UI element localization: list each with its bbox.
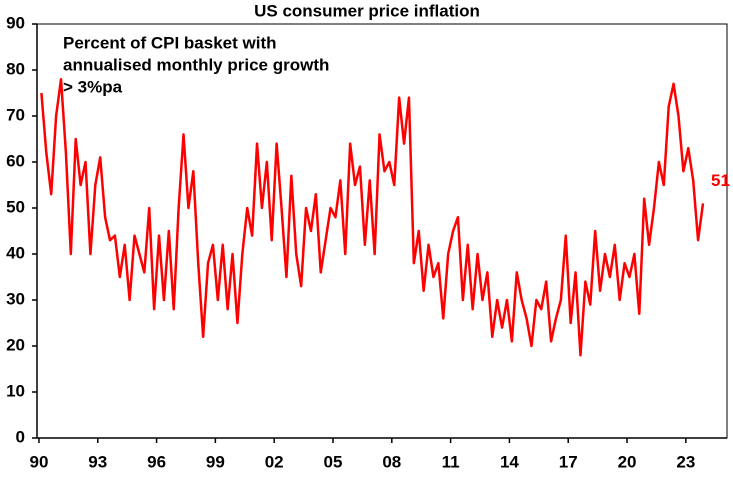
y-tick-label: 20	[6, 335, 25, 354]
y-tick-label: 70	[6, 105, 25, 124]
x-tick-label: 11	[442, 452, 460, 471]
y-tick-label: 80	[6, 59, 25, 78]
series-line	[40, 77, 705, 357]
y-tick-label: 30	[6, 289, 25, 308]
y-tick-label: 40	[6, 243, 25, 262]
chart-title: US consumer price inflation	[254, 1, 480, 20]
plot-frame	[36, 23, 728, 439]
x-tick-label: 08	[382, 452, 401, 471]
annotation: annualised monthly price growth	[63, 55, 329, 74]
x-tick-label: 23	[676, 452, 695, 471]
x-tick-label: 20	[618, 452, 637, 471]
x-tick-label: 99	[206, 452, 225, 471]
y-tick-label: 10	[6, 381, 25, 400]
x-tick-label: 93	[88, 452, 107, 471]
end-label: 51	[711, 171, 730, 190]
x-tick-label: 90	[29, 452, 48, 471]
x-tick-label: 17	[559, 452, 578, 471]
x-tick-label: 05	[324, 452, 343, 471]
x-tick-label: 02	[265, 452, 284, 471]
x-tick-label: 96	[147, 452, 166, 471]
y-tick-label: 0	[16, 427, 25, 446]
annotation: Percent of CPI basket with	[63, 33, 277, 52]
annotation: > 3%pa	[63, 77, 123, 96]
y-tick-label: 90	[6, 13, 25, 32]
x-tick-label: 14	[500, 452, 519, 471]
y-tick-label: 60	[6, 151, 25, 170]
y-tick-label: 50	[6, 197, 25, 216]
